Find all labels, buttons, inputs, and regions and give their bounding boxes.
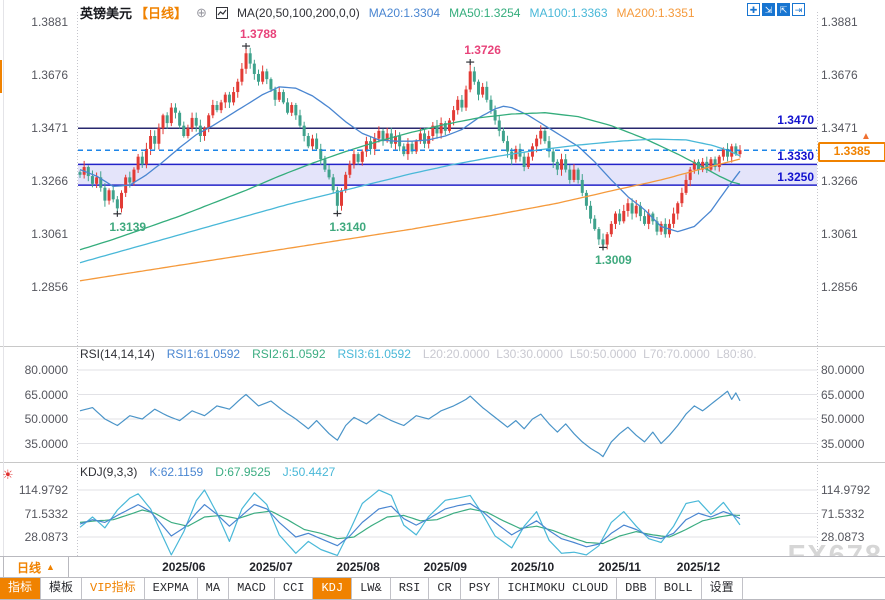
price-up-triangle-icon[interactable]: ▲	[861, 131, 871, 142]
zoom-range-icon[interactable]: ⇲	[762, 3, 775, 16]
period-selector[interactable]: 日线 ▲	[3, 557, 69, 577]
bottom-toolbar-item[interactable]: EXPMA	[145, 578, 198, 599]
kdj-legend-item: J:50.4427	[282, 465, 336, 479]
left-panel-border	[3, 0, 4, 556]
ma100-value: MA100:1.3363	[529, 5, 608, 20]
ma-settings-label[interactable]: MA(20,50,100,200,0,0)	[236, 5, 360, 20]
x-axis-month-label: 2025/07	[249, 560, 293, 574]
bottom-toolbar: 指标 模板 VIP指标 EXPMA MA MACD CCI KDJ LW& RSI CR PSY ICH…	[0, 578, 885, 600]
bottom-toolbar-item[interactable]: VIP指标	[82, 578, 145, 599]
x-axis-month-label: 2025/11	[598, 560, 641, 574]
rsi-header: RSI(14,14,14) RSI1:61.0592 RSI2:61.0592 RS…	[80, 347, 757, 361]
kdj-title[interactable]: KDJ(9,3,3)	[80, 465, 138, 479]
rsi-title[interactable]: RSI(14,14,14)	[80, 347, 155, 361]
rsi-levels-text: L20:20.0000 L30:30.0000 L50:50.0000 L70:…	[422, 347, 757, 361]
period-selector-label: 日线	[17, 560, 42, 575]
rsi-legend-item: RSI3:61.0592	[337, 347, 411, 361]
bottom-toolbar-item[interactable]: MA	[198, 578, 230, 599]
band-top-level-label: 1.3330	[777, 149, 814, 163]
bottom-toolbar-item[interactable]: RSI	[391, 578, 430, 599]
ma20-value: MA20:1.3304	[368, 5, 441, 20]
bottom-toolbar-item[interactable]: 指标	[0, 578, 42, 599]
rsi-legend-item: RSI2:61.0592	[252, 347, 326, 361]
left-accent-strip	[0, 60, 2, 93]
kdj-header: KDJ(9,3,3) K:62.1159 D:67.9525 J:50.4427	[80, 465, 335, 479]
bottom-toolbar-item[interactable]: MACD	[229, 578, 275, 599]
bottom-toolbar-item[interactable]: PSY	[461, 578, 500, 599]
bottom-toolbar-item[interactable]: BOLL	[656, 578, 702, 599]
x-axis-month-label: 2025/06	[162, 560, 206, 574]
bottom-toolbar-item[interactable]: DBB	[617, 578, 656, 599]
candlestick-series	[78, 46, 742, 250]
period-up-triangle-icon: ▲	[46, 562, 55, 572]
crosshair-icon[interactable]: ✚	[747, 3, 760, 16]
ma50-value: MA50:1.3254	[449, 5, 521, 20]
band-bottom-level-label: 1.3250	[777, 170, 814, 184]
period-tag: 【日线】	[135, 6, 188, 21]
resistance-level-label: 1.3470	[777, 113, 814, 127]
bottom-toolbar-item[interactable]: KDJ	[313, 578, 353, 599]
bottom-toolbar-item[interactable]: 模板	[41, 578, 83, 599]
rsi-legend: RSI1:61.0592 RSI2:61.0592 RSI3:61.0592	[167, 347, 411, 361]
rsi-legend-item: RSI1:61.0592	[166, 347, 241, 361]
sun-icon[interactable]: ☀	[2, 467, 14, 482]
bottom-toolbar-item[interactable]: CCI	[275, 578, 314, 599]
x-axis-month-label: 2025/10	[510, 560, 555, 574]
add-indicator-icon[interactable]: ⊕	[196, 4, 207, 20]
x-axis-month-label: 2025/08	[336, 560, 380, 574]
bottom-toolbar-item[interactable]: CR	[429, 578, 461, 599]
chart-header: 英镑美元 【日线】 ⊕ MA(20,50,100,200,0,0) MA20:1…	[80, 3, 695, 22]
bottom-toolbar-item[interactable]: ICHIMOKU CLOUD	[499, 578, 618, 599]
kdj-legend: K:62.1159 D:67.9525 J:50.4427	[149, 465, 335, 479]
bottom-toolbar-item[interactable]: LW&	[352, 578, 391, 599]
go-to-latest-icon[interactable]: ⇥	[792, 3, 805, 16]
x-axis-month-label: 2025/12	[676, 560, 721, 574]
x-axis-row: 日线 ▲ 2025/06 2025/07 2025/08 2025/09 2025/10…	[0, 556, 885, 578]
kdj-legend-item: D:67.9525	[215, 465, 271, 479]
x-axis-month-label: 2025/09	[423, 560, 467, 574]
bottom-toolbar-item[interactable]: 设置	[702, 578, 743, 599]
ma200-value: MA200:1.3351	[616, 5, 695, 20]
axis-scale-icon[interactable]: ⇱	[777, 3, 790, 16]
symbol-name: 英镑美元	[80, 6, 133, 21]
chart-type-icon[interactable]	[215, 6, 228, 19]
chart-tool-icons: ✚ ⇲ ⇱ ⇥	[747, 3, 805, 16]
kdj-legend-item: K:62.1159	[149, 465, 204, 479]
last-price-badge: 1.3385	[818, 142, 885, 162]
